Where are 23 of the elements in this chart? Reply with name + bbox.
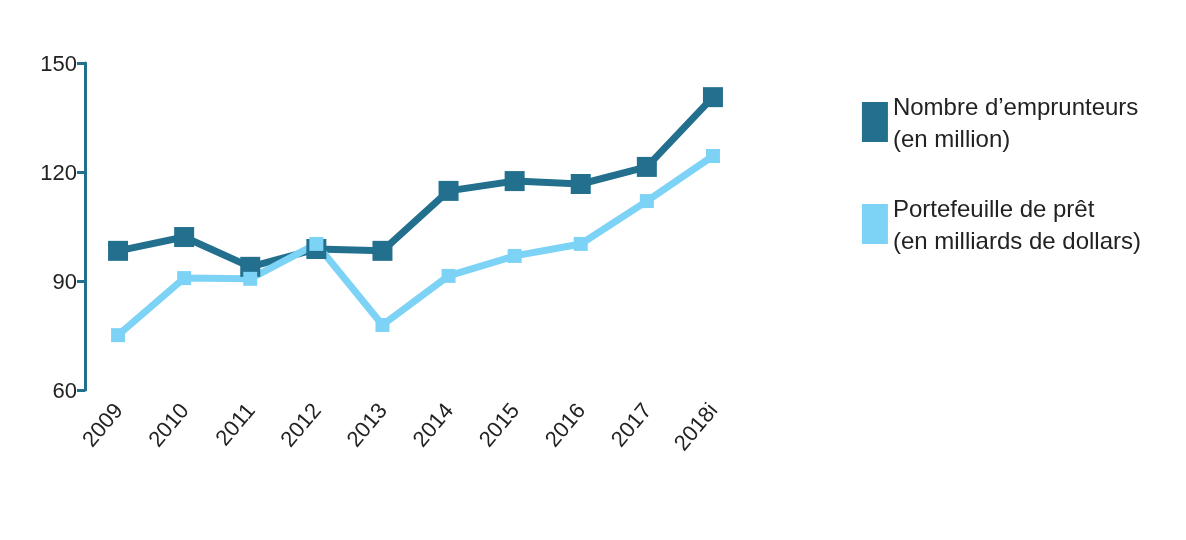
point [441,268,456,283]
point [375,317,390,332]
point [639,194,654,209]
y-tick-label: 150 [40,50,77,76]
point [705,149,720,164]
point [108,240,129,261]
point [438,180,459,201]
point [573,236,588,251]
y-tick-label: 60 [52,377,77,403]
point [507,248,522,263]
point [372,240,393,261]
point [243,271,258,286]
point [702,87,723,108]
point [177,271,192,286]
y-tick-label: 90 [52,268,77,294]
legend-label: Portefeuille de prêt (en milliards de dollars) [892,194,1142,254]
y-tick-label: 120 [40,159,77,185]
point [636,156,657,177]
point [174,227,195,248]
legend-label: Nombre d’emprunteurs (en million) [892,92,1139,152]
point [504,171,525,192]
point [570,173,591,194]
point [111,328,126,343]
